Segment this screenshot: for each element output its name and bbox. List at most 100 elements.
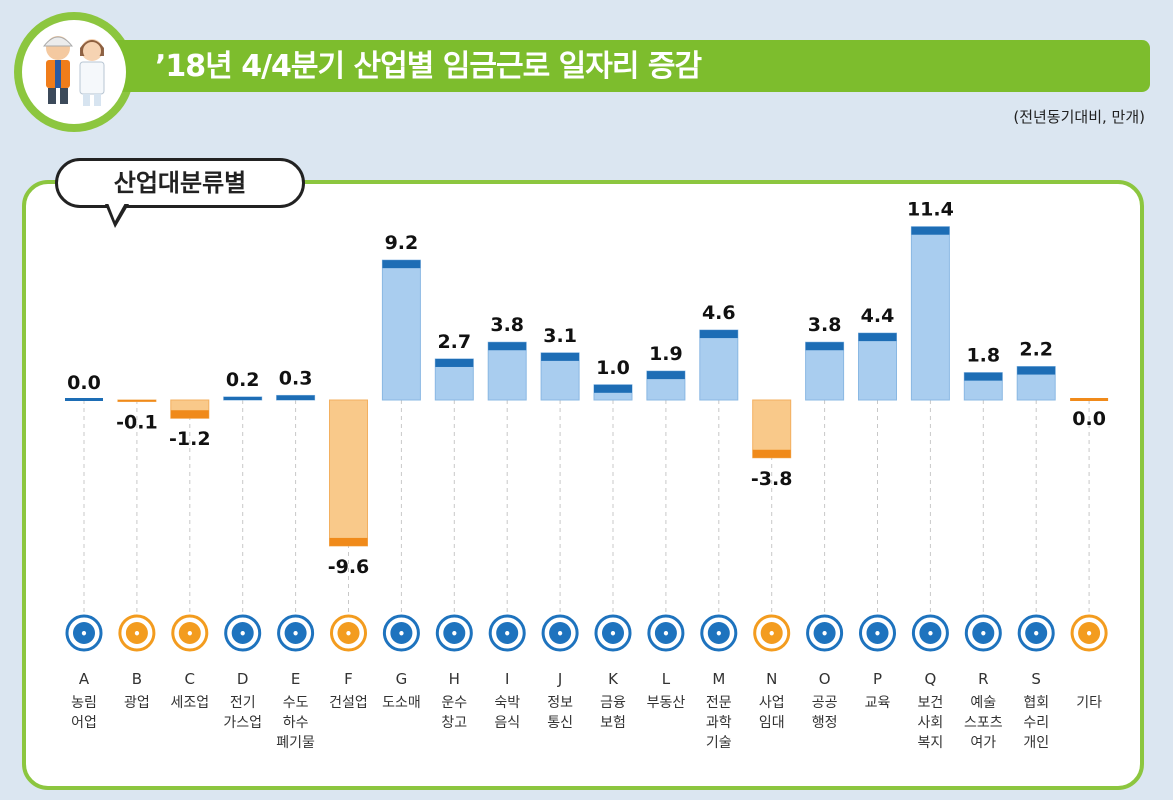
category-name: 부동산	[647, 695, 686, 711]
category-name: 통신	[547, 715, 573, 731]
category-code: O	[819, 670, 831, 688]
value-label: 4.6	[702, 302, 736, 324]
gears-icon-mark: •	[186, 627, 194, 641]
water-tap-icon-mark: •	[292, 627, 300, 641]
category-name: 기타	[1076, 695, 1102, 711]
category-name: 사업	[759, 695, 785, 711]
category-code: S	[1031, 670, 1041, 688]
bar-I	[487, 341, 527, 401]
category-name: 가스업	[223, 715, 262, 731]
people-icon-mark: •	[768, 627, 776, 641]
header-bar	[70, 40, 1150, 92]
category-code: M	[712, 670, 725, 688]
doctor-coat	[79, 61, 105, 95]
category-name: 예술	[970, 695, 996, 711]
flask-icon-mark: •	[715, 627, 723, 641]
category-name: 공공	[812, 695, 838, 711]
category-code: H	[449, 670, 460, 688]
value-label: 3.1	[543, 325, 577, 347]
people-icon-glyph	[760, 622, 783, 644]
value-label: -9.6	[328, 556, 370, 578]
bar-cap-D	[223, 396, 262, 400]
category-name: 도소매	[382, 695, 421, 711]
category-name: 개인	[1023, 735, 1049, 751]
palette-icon-glyph	[972, 622, 995, 644]
category-code: G	[396, 670, 408, 688]
category-name: 보건	[918, 695, 944, 711]
category-name: 창고	[441, 715, 467, 731]
category-name: 폐기물	[276, 735, 315, 751]
bar-cap-B	[117, 400, 156, 402]
category-code: A	[79, 670, 90, 688]
bar-cap-F	[329, 537, 368, 546]
lightning-icon-mark: •	[239, 627, 247, 641]
bar-M	[699, 329, 739, 401]
excavator-icon-glyph	[337, 622, 360, 644]
category-name: 어업	[71, 715, 97, 731]
bar-F	[329, 399, 368, 547]
group-icon-mark: •	[1032, 627, 1040, 641]
smartphone-icon-glyph	[549, 622, 572, 644]
category-name: 건설업	[329, 695, 368, 711]
category-name: 과학	[706, 715, 732, 731]
wheat-icon-mark: •	[80, 627, 88, 641]
value-label: 0.3	[279, 367, 313, 389]
category-name: 사회	[918, 715, 944, 731]
category-name: 농림	[71, 695, 97, 711]
scroll-icon-glyph	[813, 622, 836, 644]
medical-kit-icon-mark: •	[927, 627, 935, 641]
bar-N	[752, 399, 792, 459]
bar-cap-Q	[911, 226, 950, 235]
category-name: 복지	[918, 735, 944, 751]
category-code: L	[662, 670, 671, 688]
house-won-icon-glyph	[654, 622, 677, 644]
gears-icon-glyph	[178, 622, 201, 644]
value-label: 4.4	[861, 305, 895, 327]
graduation-cap-icon-glyph	[866, 622, 889, 644]
category-name: 세조업	[170, 695, 209, 711]
bar-cap-G	[382, 260, 421, 269]
truck-icon-mark: •	[450, 627, 458, 641]
bar-A	[65, 398, 103, 401]
category-name: 음식	[494, 715, 520, 731]
bar-cap-H	[435, 358, 474, 367]
mining-helmet-icon-mark: •	[133, 627, 141, 641]
category-code: P	[873, 670, 882, 688]
section-badge: 산업대분류별	[55, 158, 305, 208]
category-name: 금융	[600, 695, 626, 711]
category-code: F	[344, 670, 353, 688]
category-code: C	[185, 670, 195, 688]
shopping-basket-icon-mark: •	[398, 627, 406, 641]
value-label: 1.9	[649, 343, 683, 365]
laptop-won-icon-glyph	[602, 622, 624, 644]
bar-cap-K	[594, 384, 632, 393]
category-code: K	[608, 670, 619, 688]
bar-cap-R	[964, 372, 1003, 381]
value-label: 3.8	[490, 314, 524, 336]
category-name: 수도	[283, 695, 309, 711]
value-label: 1.8	[966, 345, 1000, 367]
value-label: -1.2	[169, 428, 211, 450]
scroll-icon-mark: •	[821, 627, 829, 641]
category-code: D	[237, 670, 249, 688]
category-name: 운수	[441, 695, 467, 711]
category-name: 행정	[812, 715, 838, 731]
category-name: 광업	[124, 695, 150, 711]
category-name: 보험	[600, 715, 626, 731]
exit-door-icon-glyph	[1078, 622, 1101, 644]
category-name: 정보	[547, 695, 573, 711]
mining-helmet-icon-glyph	[125, 622, 148, 644]
bar-cap-E	[276, 395, 315, 400]
flask-icon-glyph	[707, 622, 730, 644]
truck-icon-glyph	[443, 622, 466, 644]
category-code: R	[978, 670, 988, 688]
chart-panel	[22, 180, 1144, 790]
lightning-icon-glyph	[231, 622, 254, 644]
shopping-basket-icon-glyph	[390, 622, 413, 644]
water-tap-icon-glyph	[284, 622, 307, 644]
category-name: 하수	[283, 715, 309, 731]
category-name: 스포츠	[964, 715, 1003, 731]
category-name: 수리	[1023, 715, 1049, 731]
exit-door-icon-mark: •	[1085, 627, 1093, 641]
bar-cap-P	[858, 333, 897, 342]
